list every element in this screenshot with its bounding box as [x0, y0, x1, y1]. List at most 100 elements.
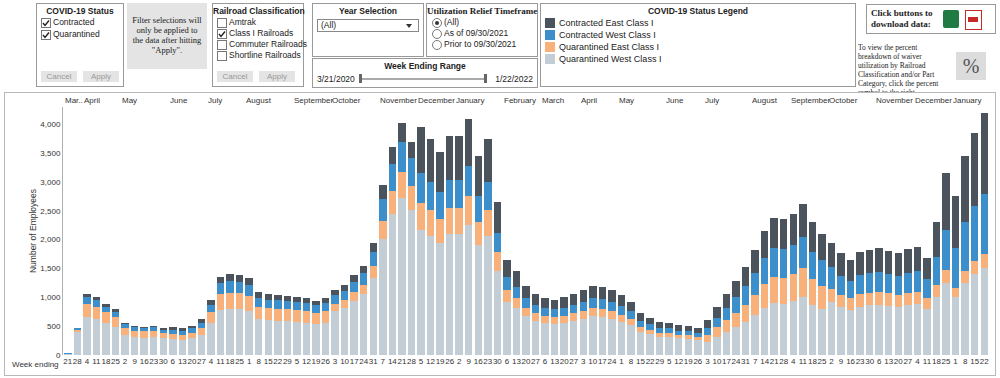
svg-text:20: 20 [894, 357, 903, 366]
svg-text:18: 18 [932, 357, 941, 366]
svg-text:5: 5 [419, 357, 424, 366]
svg-text:10: 10 [340, 357, 349, 366]
svg-text:1: 1 [619, 357, 624, 366]
svg-text:13: 13 [884, 357, 893, 366]
svg-text:11: 11 [216, 357, 225, 366]
svg-text:9: 9 [132, 357, 137, 366]
svg-text:23: 23 [856, 357, 865, 366]
svg-text:22: 22 [273, 357, 282, 366]
svg-text:Number of Employees: Number of Employees [28, 189, 38, 273]
svg-text:3,500: 3,500 [40, 149, 61, 158]
svg-text:28: 28 [73, 357, 82, 366]
svg-text:14: 14 [388, 357, 397, 366]
svg-text:1,000: 1,000 [40, 293, 61, 302]
svg-text:September: September [791, 96, 830, 105]
svg-text:25: 25 [111, 357, 120, 366]
svg-text:31: 31 [369, 357, 378, 366]
svg-text:6: 6 [171, 357, 176, 366]
svg-text:3: 3 [581, 357, 586, 366]
svg-text:24: 24 [732, 357, 741, 366]
svg-text:20: 20 [560, 357, 569, 366]
svg-text:5: 5 [295, 357, 300, 366]
svg-text:10: 10 [588, 357, 597, 366]
svg-text:500: 500 [47, 322, 61, 331]
svg-text:15: 15 [636, 357, 645, 366]
svg-text:August: August [246, 96, 272, 105]
svg-text:4: 4 [209, 357, 214, 366]
svg-text:8: 8 [256, 357, 261, 366]
svg-text:26: 26 [693, 357, 702, 366]
svg-text:30: 30 [493, 357, 502, 366]
svg-text:4,000: 4,000 [40, 120, 61, 129]
svg-text:11: 11 [92, 357, 101, 366]
svg-text:10: 10 [712, 357, 721, 366]
svg-text:30: 30 [159, 357, 168, 366]
svg-text:November: November [380, 96, 417, 105]
svg-text:30: 30 [865, 357, 874, 366]
svg-text:February: February [504, 96, 536, 105]
svg-text:September: September [294, 96, 333, 105]
svg-text:31: 31 [741, 357, 750, 366]
svg-text:2: 2 [457, 357, 462, 366]
svg-text:March: March [542, 96, 564, 105]
svg-text:29: 29 [655, 357, 664, 366]
svg-text:23: 23 [149, 357, 158, 366]
svg-text:12: 12 [426, 357, 435, 366]
svg-text:11: 11 [799, 357, 808, 366]
svg-text:3: 3 [705, 357, 710, 366]
svg-text:14: 14 [760, 357, 769, 366]
svg-text:June: June [170, 96, 188, 105]
svg-text:8: 8 [963, 357, 968, 366]
svg-text:16: 16 [846, 357, 855, 366]
svg-text:21: 21 [397, 357, 406, 366]
svg-text:8: 8 [629, 357, 634, 366]
svg-text:July: July [705, 96, 719, 105]
svg-text:29: 29 [283, 357, 292, 366]
svg-text:26: 26 [321, 357, 330, 366]
svg-text:April: April [84, 96, 100, 105]
svg-text:27: 27 [903, 357, 912, 366]
svg-text:27: 27 [197, 357, 206, 366]
svg-text:3,000: 3,000 [40, 178, 61, 187]
svg-text:9: 9 [839, 357, 844, 366]
svg-text:25: 25 [942, 357, 951, 366]
svg-text:6: 6 [505, 357, 510, 366]
svg-text:23: 23 [483, 357, 492, 366]
svg-text:18: 18 [808, 357, 817, 366]
svg-text:Mar..: Mar.. [65, 96, 83, 105]
svg-text:16: 16 [140, 357, 149, 366]
svg-text:6: 6 [543, 357, 548, 366]
svg-text:21: 21 [63, 357, 72, 366]
svg-text:17: 17 [350, 357, 359, 366]
svg-text:21: 21 [770, 357, 779, 366]
svg-text:4: 4 [85, 357, 90, 366]
svg-text:24: 24 [607, 357, 616, 366]
svg-text:11: 11 [923, 357, 932, 366]
svg-text:1: 1 [953, 357, 958, 366]
svg-text:7: 7 [381, 357, 386, 366]
svg-text:0: 0 [56, 351, 61, 360]
svg-text:13: 13 [512, 357, 521, 366]
svg-text:October: October [332, 96, 361, 105]
svg-text:18: 18 [226, 357, 235, 366]
svg-text:20: 20 [187, 357, 196, 366]
svg-text:5: 5 [667, 357, 672, 366]
svg-text:28: 28 [779, 357, 788, 366]
svg-text:2: 2 [829, 357, 834, 366]
svg-text:24: 24 [359, 357, 368, 366]
svg-text:22: 22 [646, 357, 655, 366]
svg-text:13: 13 [178, 357, 187, 366]
svg-text:22: 22 [980, 357, 989, 366]
svg-text:28: 28 [407, 357, 416, 366]
svg-text:19: 19 [684, 357, 693, 366]
svg-text:15: 15 [264, 357, 273, 366]
svg-text:January: January [456, 96, 484, 105]
svg-text:17: 17 [598, 357, 607, 366]
svg-text:May: May [619, 96, 634, 105]
svg-text:27: 27 [569, 357, 578, 366]
svg-text:9: 9 [466, 357, 471, 366]
svg-text:27: 27 [531, 357, 540, 366]
svg-text:December: December [418, 96, 455, 105]
svg-text:16: 16 [474, 357, 483, 366]
svg-text:2: 2 [123, 357, 128, 366]
